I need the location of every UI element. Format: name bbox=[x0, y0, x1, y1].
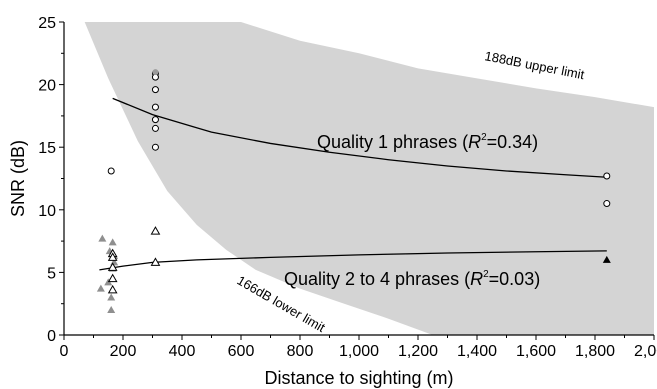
data-point-triangle-open bbox=[107, 273, 118, 283]
data-point-triangle-filled bbox=[96, 284, 105, 292]
x-tick-label: 400 bbox=[169, 343, 196, 360]
data-point-circle-open bbox=[107, 167, 115, 175]
x-tick-label: 1,200 bbox=[398, 343, 438, 360]
y-tick-label: 20 bbox=[38, 78, 56, 95]
y-tick-label: 0 bbox=[47, 328, 56, 345]
x-tick-label: 0 bbox=[60, 343, 69, 360]
data-point-triangle-filled bbox=[107, 293, 116, 301]
data-point-circle-open bbox=[603, 172, 611, 180]
x-tick-label: 2,000 bbox=[634, 343, 657, 360]
data-point-triangle-open bbox=[107, 262, 118, 271]
data-point-triangle-filled bbox=[98, 234, 107, 242]
data-point-triangle-filled bbox=[602, 255, 611, 263]
fit-curve-2 bbox=[99, 250, 607, 271]
data-point-triangle-open bbox=[107, 252, 118, 261]
data-point-circle-filled bbox=[152, 69, 159, 76]
x-axis-title: Distance to sighting (m) bbox=[264, 368, 453, 388]
upper-limit-label: 188dB upper limit bbox=[483, 48, 586, 82]
data-point-triangle-filled bbox=[108, 238, 117, 246]
fit-curve-1 bbox=[112, 97, 607, 178]
x-tick-label: 200 bbox=[110, 343, 137, 360]
fit-label-quality-1: Quality 1 phrases (R2=0.34) bbox=[317, 132, 538, 152]
data-point-circle-open bbox=[151, 124, 159, 132]
fit-label-quality-2-4: Quality 2 to 4 phrases (R2=0.03) bbox=[284, 269, 540, 289]
data-point-circle-open bbox=[151, 116, 159, 124]
x-tick-label: 600 bbox=[228, 343, 255, 360]
x-tick-label: 1,400 bbox=[457, 343, 497, 360]
data-point-triangle-open bbox=[150, 257, 161, 266]
y-tick-label: 10 bbox=[38, 203, 56, 220]
y-tick-label: 5 bbox=[47, 265, 56, 282]
data-point-triangle-open bbox=[150, 226, 161, 235]
data-point-circle-open bbox=[151, 86, 159, 94]
data-point-circle-open bbox=[151, 103, 159, 111]
y-tick-label: 25 bbox=[38, 15, 56, 32]
data-point-circle-open bbox=[603, 200, 611, 208]
data-point-circle-open bbox=[151, 143, 159, 151]
x-tick-label: 1,000 bbox=[339, 343, 379, 360]
x-tick-label: 1,800 bbox=[575, 343, 615, 360]
data-point-triangle-filled bbox=[107, 305, 116, 313]
x-tick-label: 800 bbox=[287, 343, 314, 360]
x-tick-label: 1,600 bbox=[516, 343, 556, 360]
data-point-triangle-open bbox=[107, 284, 118, 294]
detection-limit-region bbox=[84, 22, 654, 335]
y-tick-label: 15 bbox=[38, 140, 56, 157]
y-axis-title: SNR (dB) bbox=[8, 140, 28, 217]
